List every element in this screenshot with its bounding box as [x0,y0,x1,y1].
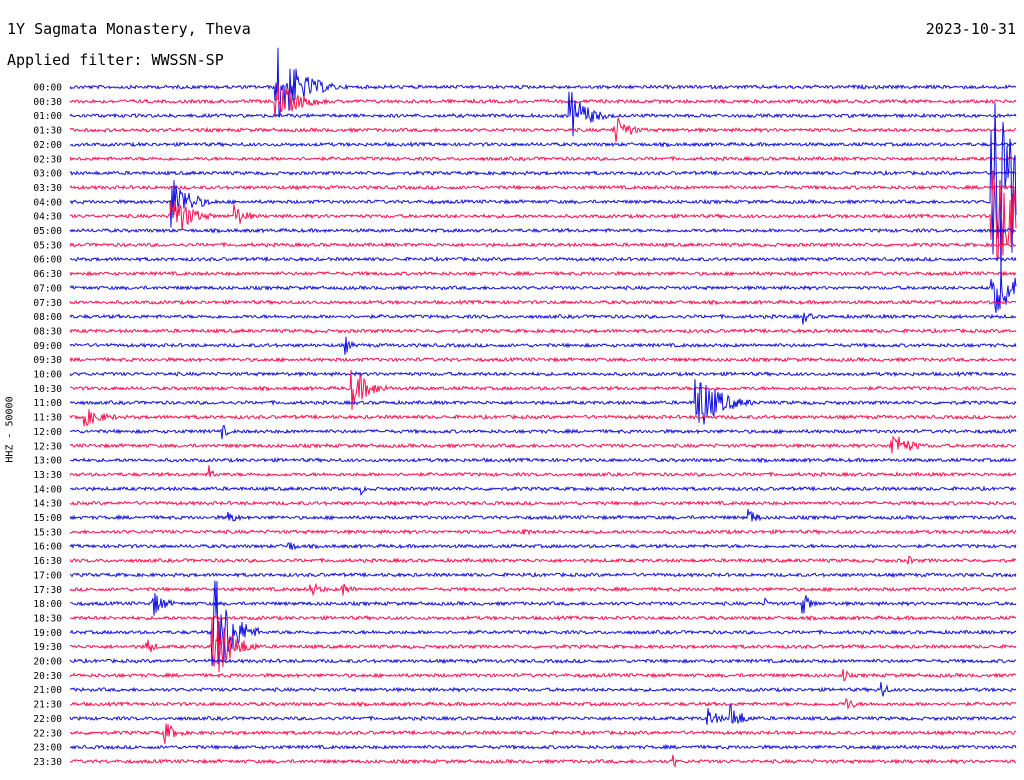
row-time-label: 23:30 [33,757,62,768]
trace-2300 [69,743,1017,751]
trace-0200 [69,141,1017,148]
row-time-label: 02:00 [33,140,62,151]
trace-1100 [69,379,1017,425]
row-time-label: 07:30 [33,298,62,309]
row-time-label: 21:30 [33,700,62,711]
row-time-label: 09:30 [33,355,62,366]
row-time-label: 19:30 [33,642,62,653]
trace-1330 [69,465,1017,478]
trace-0130 [69,117,1017,143]
trace-0100 [69,91,1017,137]
row-time-label: 23:00 [33,743,62,754]
trace-1730 [69,582,1017,597]
row-time-label: 17:30 [33,585,62,596]
row-time-label: 16:30 [33,556,62,567]
trace-1600 [69,542,1017,551]
trace-1000 [69,370,1017,378]
row-time-label: 13:00 [33,456,62,467]
trace-2000 [69,657,1017,665]
station-title: 1Y Sagmata Monastery, Theva [7,20,251,38]
trace-0800 [69,312,1017,325]
row-time-label: 10:30 [33,384,62,395]
row-time-label: 00:30 [33,97,62,108]
row-time-label: 18:00 [33,599,62,610]
filter-label: Applied filter: WWSSN-SP [7,51,224,69]
trace-1030 [69,369,1017,411]
row-time-label: 08:00 [33,312,62,323]
trace-1230 [69,435,1017,454]
trace-2100 [69,682,1017,697]
trace-1700 [69,571,1017,579]
row-time-label: 14:00 [33,484,62,495]
trace-1200 [69,424,1017,440]
trace-0630 [69,270,1017,277]
row-time-label: 03:30 [33,183,62,194]
row-time-label: 11:00 [33,398,62,409]
date-label: 2023-10-31 [925,20,1016,38]
row-time-label: 16:00 [33,542,62,553]
trace-2330 [69,754,1017,768]
row-time-label: 05:30 [33,240,62,251]
row-time-label: 17:00 [33,570,62,581]
trace-0000 [69,47,1017,118]
row-time-label: 02:30 [33,154,62,165]
row-time-label: 18:30 [33,613,62,624]
row-time-label: 22:30 [33,728,62,739]
trace-1930 [69,616,1017,673]
trace-0900 [69,336,1017,355]
trace-0500 [69,227,1017,234]
trace-0030 [69,83,1017,118]
trace-0530 [69,241,1017,249]
row-time-label: 06:00 [33,255,62,266]
trace-2230 [70,723,1017,745]
row-time-label: 10:00 [33,370,62,381]
row-time-label: 04:00 [33,197,62,208]
row-time-label: 03:00 [33,169,62,180]
row-time-label: 06:30 [33,269,62,280]
trace-0400 [69,102,1017,280]
trace-1430 [69,500,1017,507]
row-time-label: 05:00 [33,226,62,237]
row-time-label: 20:00 [33,657,62,668]
trace-1130 [69,409,1017,427]
row-time-label: 08:30 [33,326,62,337]
trace-0730 [69,299,1017,306]
trace-2030 [69,669,1017,682]
row-time-label: 11:30 [33,413,62,424]
trace-1300 [69,456,1017,464]
trace-0930 [69,356,1017,363]
row-time-label: 01:30 [33,126,62,137]
row-time-label: 14:30 [33,499,62,510]
trace-0830 [69,327,1017,335]
trace-1530 [69,528,1017,536]
trace-1830 [69,614,1017,622]
trace-2200 [69,703,1017,725]
row-time-label: 22:00 [33,714,62,725]
row-time-label: 13:30 [33,470,62,481]
row-time-label: 09:00 [33,341,62,352]
trace-0330 [69,184,1017,191]
trace-0700 [69,268,1017,313]
trace-1500 [69,509,1017,522]
row-time-label: 12:30 [33,441,62,452]
row-time-label: 15:00 [33,513,62,524]
trace-1400 [69,485,1017,496]
trace-2130 [69,698,1017,711]
trace-0430 [69,170,1017,261]
trace-0600 [69,255,1017,263]
row-time-label: 21:00 [33,685,62,696]
row-time-label: 04:30 [33,212,62,223]
trace-0300 [69,169,1017,177]
trace-1800 [69,593,1017,616]
row-time-label: 01:00 [33,111,62,122]
row-time-label: 15:30 [33,527,62,538]
trace-0230 [69,155,1017,162]
row-time-label: 00:00 [33,83,62,94]
trace-1630 [69,555,1017,565]
row-time-label: 19:00 [33,628,62,639]
row-time-label: 12:00 [33,427,62,438]
row-time-label: 20:30 [33,671,62,682]
row-time-label: 07:00 [33,283,62,294]
